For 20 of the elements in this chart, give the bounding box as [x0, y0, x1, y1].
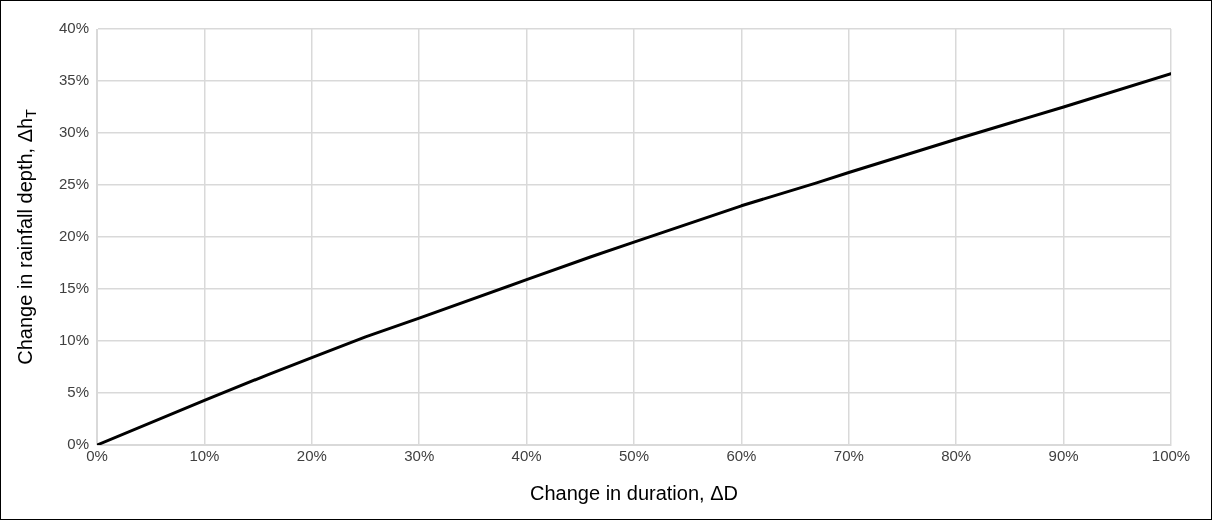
x-tick-label: 30%	[404, 447, 435, 465]
x-tick-label: 20%	[296, 447, 327, 465]
y-tick-label: 15%	[58, 279, 90, 297]
x-tick-label: 60%	[726, 447, 757, 465]
x-tick-label: 90%	[1048, 447, 1079, 465]
y-axis-title: Change in rainfall depth, ΔhT	[13, 108, 39, 365]
y-tick-label: 35%	[58, 71, 90, 89]
y-tick-label: 30%	[58, 123, 90, 141]
y-tick-label: 10%	[58, 331, 90, 349]
y-tick-label: 5%	[67, 383, 90, 401]
x-tick-label: 80%	[941, 447, 972, 465]
y-tick-label: 25%	[58, 175, 90, 193]
y-tick-label: 40%	[58, 19, 90, 37]
x-tick-label: 100%	[1151, 447, 1191, 465]
x-tick-label: 50%	[619, 447, 650, 465]
x-tick-label: 70%	[833, 447, 864, 465]
y-tick-label: 20%	[58, 227, 90, 245]
x-tick-label: 40%	[511, 447, 542, 465]
x-tick-label: 10%	[189, 447, 220, 465]
x-axis-title: Change in duration, ΔD	[530, 481, 738, 504]
